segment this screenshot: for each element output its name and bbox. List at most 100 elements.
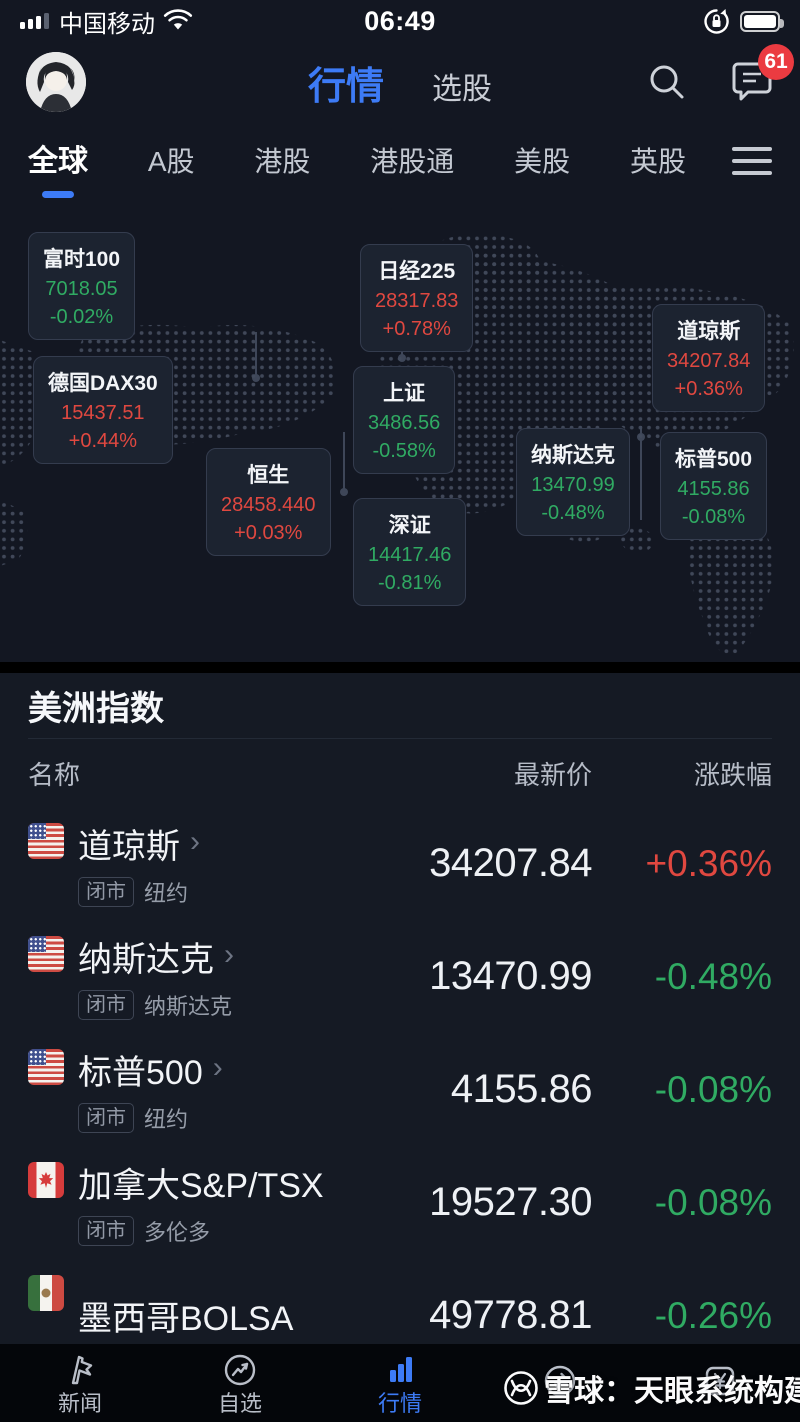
mexico-flag-icon	[28, 1275, 64, 1311]
us-flag-icon	[28, 936, 64, 972]
index-change: -0.58%	[372, 440, 436, 462]
index-price: 7018.05	[45, 278, 118, 300]
index-name: 深证	[388, 514, 431, 537]
index-change: -0.48%	[541, 502, 605, 524]
nav-tab-quotes[interactable]: 行情	[307, 65, 384, 108]
index-card-nasdaq[interactable]: 纳斯达克 13470.99 -0.48%	[516, 428, 630, 536]
nav-tab-stock-picker[interactable]: 选股	[432, 72, 492, 106]
index-change: +0.36%	[674, 378, 743, 400]
index-change: +0.44%	[68, 430, 138, 452]
index-change: -0.81%	[378, 572, 442, 594]
index-name: 道琼斯	[78, 828, 180, 866]
index-card-hangseng[interactable]: 恒生 28458.440 +0.03%	[206, 448, 331, 556]
index-price: 4155.86	[677, 478, 750, 500]
world-map: 富时100 7018.05 -0.02% 日经225 28317.83 +0.7…	[0, 200, 800, 662]
index-name: 日经225	[378, 260, 456, 283]
index-card-nikkei225[interactable]: 日经225 28317.83 +0.78%	[360, 244, 474, 352]
signal-strength-icon	[20, 13, 49, 29]
latest-price: 4155.86	[450, 1067, 593, 1111]
index-name: 德国DAX30	[48, 372, 158, 395]
more-markets-menu-icon[interactable]	[732, 147, 772, 175]
table-row[interactable]: 道琼斯 › 闭市 纽约 34207.84 +0.36%	[28, 807, 772, 920]
column-change-percent[interactable]: 涨跌幅	[693, 759, 772, 790]
table-row[interactable]: 纳斯达克 › 闭市 纳斯达克 13470.99 -0.48%	[28, 920, 772, 1033]
market-status-badge: 闭市	[78, 1216, 134, 1246]
card-connector-lines	[252, 332, 645, 520]
table-row[interactable]: 墨西哥BOLSA 49778.81 -0.26%	[28, 1259, 772, 1372]
tab-uk[interactable]: 英股	[629, 146, 686, 177]
column-latest-price[interactable]: 最新价	[513, 759, 592, 790]
index-price: 3486.56	[368, 412, 441, 434]
latest-price: 34207.84	[429, 841, 592, 885]
avatar[interactable]	[26, 52, 86, 112]
index-change: +0.78%	[382, 318, 451, 340]
tab-hk[interactable]: 港股	[254, 146, 311, 177]
tab-global[interactable]: 全球	[28, 136, 88, 186]
index-name: 标普500	[78, 1054, 203, 1092]
tab-trade[interactable]	[480, 1344, 640, 1422]
bottom-tab-bar: 新闻 自选 行情	[0, 1344, 800, 1422]
status-bar: 中国移动 06:49	[0, 0, 800, 42]
index-card-shanghai[interactable]: 上证 3486.56 -0.58%	[353, 366, 456, 474]
change-percent: -0.26%	[654, 1294, 772, 1336]
messages-button[interactable]: 61	[730, 43, 794, 107]
app-header: 行情 选股 61	[0, 42, 800, 122]
market-status-badge: 闭市	[78, 1103, 134, 1133]
index-card-shenzhen[interactable]: 深证 14417.46 -0.81%	[353, 498, 467, 606]
index-card-dowjones[interactable]: 道琼斯 34207.84 +0.36%	[652, 304, 766, 412]
tab-news[interactable]: 新闻	[0, 1344, 160, 1422]
index-card-dax30[interactable]: 德国DAX30 15437.51 +0.44%	[33, 356, 173, 464]
change-percent: +0.36%	[645, 842, 772, 884]
search-icon[interactable]	[646, 61, 688, 103]
index-change: -0.02%	[49, 306, 114, 328]
us-flag-icon	[28, 1049, 64, 1085]
market-location: 纽约	[144, 881, 189, 906]
index-price: 13470.99	[531, 474, 615, 496]
market-location: 纳斯达克	[144, 994, 233, 1019]
tab-assets[interactable]	[640, 1344, 800, 1422]
index-card-sp500[interactable]: 标普500 4155.86 -0.08%	[660, 432, 768, 540]
market-location: 纽约	[144, 1107, 189, 1132]
unread-count-badge: 61	[758, 43, 794, 80]
tab-quotes[interactable]: 行情	[320, 1344, 480, 1422]
index-price: 28458.440	[221, 494, 316, 516]
index-name: 纳斯达克	[531, 444, 615, 467]
index-card-ftse100[interactable]: 富时100 7018.05 -0.02%	[28, 232, 136, 340]
chevron-right-icon: ›	[190, 824, 200, 858]
latest-price: 19527.30	[429, 1180, 592, 1224]
table-header: 名称 最新价 涨跌幅	[28, 739, 772, 807]
battery-icon	[740, 10, 784, 32]
index-name: 富时100	[43, 248, 121, 271]
market-tabs: 全球 A股 港股 港股通 美股 英股	[0, 122, 800, 200]
index-name: 标普500	[675, 448, 753, 471]
latest-price: 13470.99	[429, 954, 592, 998]
orientation-lock-icon	[704, 8, 729, 34]
wifi-icon	[163, 9, 193, 30]
tab-us[interactable]: 美股	[514, 146, 571, 177]
news-flag-icon	[71, 1355, 93, 1384]
column-name[interactable]: 名称	[28, 759, 81, 790]
index-name: 恒生	[247, 464, 290, 487]
index-price: 34207.84	[667, 350, 751, 372]
section-title: 美洲指数	[28, 673, 772, 739]
tab-hk-connect[interactable]: 港股通	[370, 146, 455, 177]
chevron-right-icon: ›	[212, 1050, 223, 1084]
index-change: -0.08%	[681, 506, 746, 528]
index-name: 上证	[383, 382, 426, 405]
us-flag-icon	[28, 823, 64, 859]
chevron-right-icon: ›	[224, 937, 234, 971]
index-price: 14417.46	[368, 544, 452, 566]
exchange-arrows-icon	[544, 1365, 576, 1396]
index-name: 墨西哥BOLSA	[78, 1300, 294, 1338]
market-status-badge: 闭市	[78, 990, 134, 1020]
change-percent: -0.48%	[654, 955, 772, 997]
latest-price: 49778.81	[429, 1293, 592, 1337]
table-row[interactable]: 加拿大S&P/TSX 闭市 多伦多 19527.30 -0.08%	[28, 1146, 772, 1259]
market-status-badge: 闭市	[78, 877, 134, 907]
table-row[interactable]: 标普500 › 闭市 纽约 4155.86 -0.08%	[28, 1033, 772, 1146]
tab-a-shares[interactable]: A股	[147, 146, 195, 177]
section-divider	[0, 662, 800, 673]
xueqiu-logo-icon	[504, 1371, 538, 1405]
tab-watchlist[interactable]: 自选	[160, 1344, 320, 1422]
